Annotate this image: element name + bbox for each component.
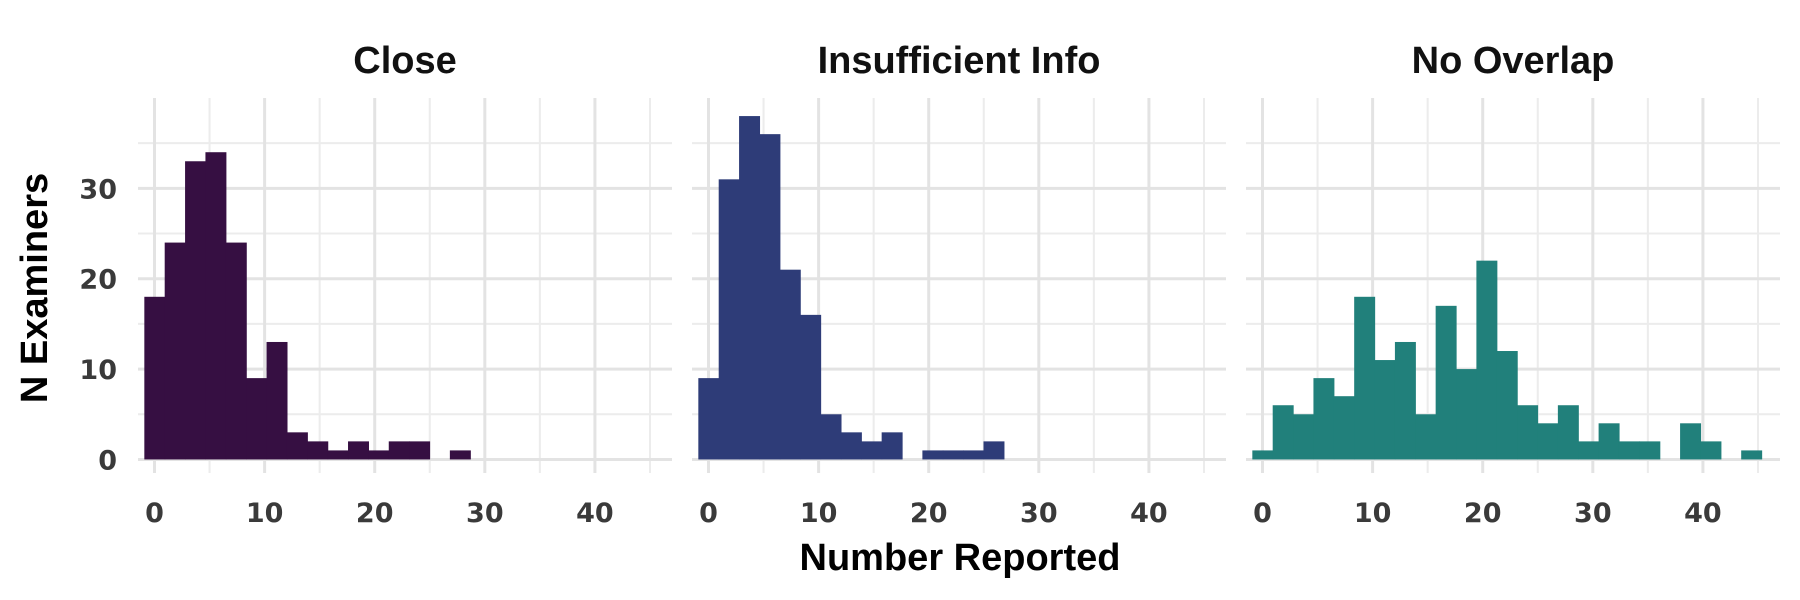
- histogram-bar: [963, 450, 985, 460]
- histogram-bar: [1456, 369, 1477, 460]
- panel-title: Insufficient Info: [818, 40, 1101, 82]
- x-tick-label: 40: [1684, 498, 1722, 529]
- x-tick-label: 40: [576, 498, 614, 529]
- histogram-bar: [1517, 405, 1539, 460]
- x-tick-label: 40: [1130, 498, 1168, 529]
- y-tick-label: 10: [79, 355, 117, 386]
- x-tick-label: 30: [466, 498, 504, 529]
- x-tick-label: 20: [1464, 498, 1502, 529]
- histogram-bar: [1680, 423, 1702, 460]
- histogram-bar: [759, 134, 781, 460]
- histogram-bar: [1496, 351, 1518, 460]
- x-tick-label: 10: [1354, 498, 1392, 529]
- histogram-bar: [225, 242, 247, 460]
- panel-title: Close: [353, 40, 456, 82]
- histogram-bar: [1415, 414, 1437, 460]
- histogram-bar: [307, 441, 329, 460]
- panel-insufficient-info: Insufficient Info 0 10 20 30 40: [692, 40, 1226, 529]
- histogram-bar: [246, 378, 268, 460]
- histogram-bar: [266, 341, 288, 460]
- panels-layer: Close 0 10 20 30 40 Insufficient Info 0 10 20 30 40…: [138, 40, 1780, 529]
- histogram-bar: [1394, 341, 1416, 460]
- histogram-bar: [1741, 450, 1763, 460]
- histogram-bar: [1354, 296, 1376, 460]
- histogram-bar: [1537, 423, 1559, 460]
- histogram-bar: [840, 432, 862, 460]
- x-tick-label: 10: [800, 498, 838, 529]
- histogram-bar: [1272, 405, 1294, 460]
- panel-close: Close 0 10 20 30 40: [138, 40, 672, 529]
- histogram-bar: [286, 432, 308, 460]
- histogram-bar: [348, 441, 369, 460]
- x-tick-label: 0: [145, 498, 164, 529]
- x-tick-label: 20: [356, 498, 394, 529]
- histogram-bar: [1374, 360, 1396, 460]
- histogram-bar: [779, 269, 801, 460]
- histogram-bar: [1313, 378, 1335, 460]
- histogram-bar: [185, 161, 207, 460]
- histogram-bar: [739, 116, 761, 460]
- histogram-bar: [718, 179, 740, 460]
- histogram-bar: [1618, 441, 1640, 460]
- x-axis-title: Number Reported: [800, 537, 1121, 579]
- histogram-bar: [449, 450, 471, 460]
- x-tick-label: 30: [1020, 498, 1058, 529]
- histogram-bar: [1557, 405, 1579, 460]
- histogram-bar: [1252, 450, 1274, 460]
- histogram-bar: [409, 441, 431, 460]
- x-tick-label: 10: [246, 498, 284, 529]
- histogram-bar: [698, 378, 720, 460]
- histogram-bar: [800, 314, 822, 460]
- histogram-bar: [1639, 441, 1661, 460]
- y-tick-label: 20: [79, 265, 117, 296]
- x-tick-label: 0: [699, 498, 718, 529]
- y-tick-label: 30: [79, 174, 117, 205]
- y-axis: 0 10 20 30: [79, 174, 117, 476]
- histogram-bar: [164, 242, 186, 460]
- histogram-bar: [861, 441, 883, 460]
- histogram-bar: [1598, 423, 1620, 460]
- histogram-bar: [144, 296, 166, 460]
- histogram-bar: [1293, 414, 1315, 460]
- histogram-bar: [205, 152, 227, 460]
- histogram-bar: [327, 450, 349, 460]
- y-tick-label: 0: [98, 445, 117, 476]
- histogram-bar: [1333, 396, 1355, 460]
- histogram-bar: [881, 432, 903, 460]
- x-tick-label: 20: [910, 498, 948, 529]
- histogram-bar: [922, 450, 944, 460]
- histogram-bar: [942, 450, 964, 460]
- histogram-bar: [983, 441, 1005, 460]
- x-tick-label: 0: [1253, 498, 1272, 529]
- histogram-bar: [388, 441, 410, 460]
- histogram-bar: [820, 414, 842, 460]
- y-axis-title: N Examiners: [14, 173, 56, 403]
- histogram-bar: [368, 450, 390, 460]
- x-tick-label: 30: [1574, 498, 1612, 529]
- histogram-bar: [1435, 305, 1457, 460]
- panel-no-overlap: No Overlap 0 10 20 30 40: [1246, 40, 1780, 529]
- histogram-bar: [1476, 260, 1498, 460]
- histogram-bar: [1700, 441, 1722, 460]
- panel-title: No Overlap: [1412, 40, 1615, 82]
- histogram-bar: [1578, 441, 1600, 460]
